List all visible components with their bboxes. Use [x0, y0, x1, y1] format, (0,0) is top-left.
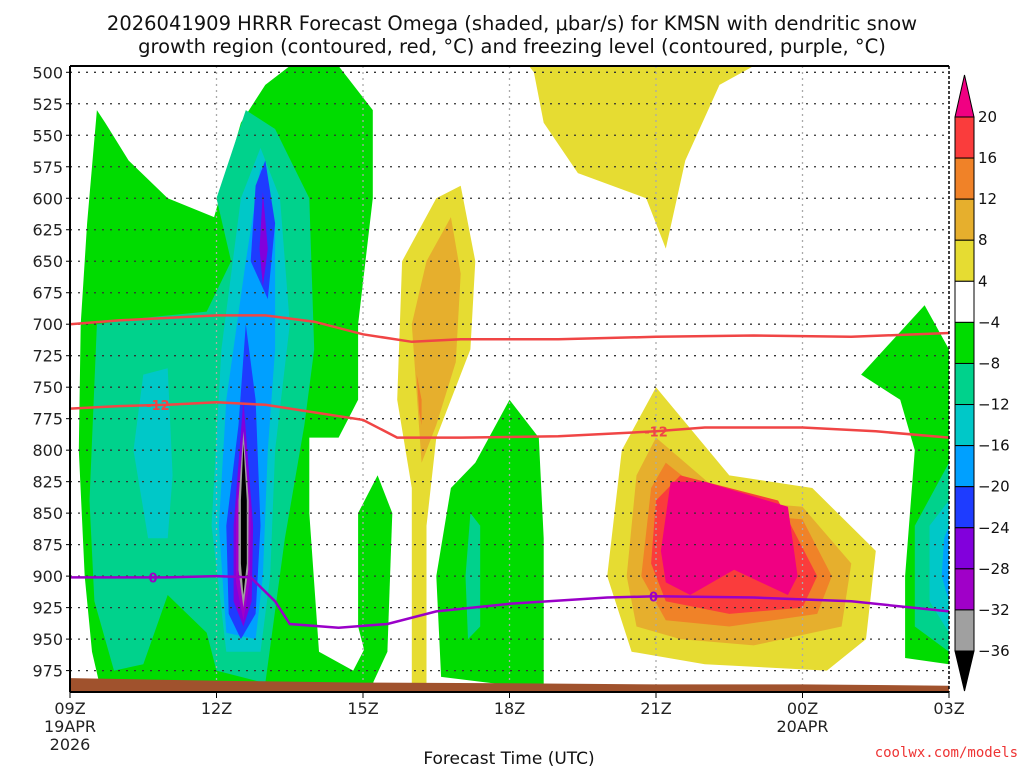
dgz-contour-line [69, 314, 950, 344]
colorbar: 20 16 12 8 4 −4 −8 −12 −16 −20 −24 −28 −32 −36 [954, 74, 1010, 692]
y-tick-label: 525 [32, 95, 63, 114]
freezing-level-label: 0 [649, 590, 658, 605]
colorbar-arrow-bottom [954, 650, 975, 692]
terrain-band [70, 678, 949, 692]
colorbar-swatch [954, 362, 975, 406]
y-tick-label: 750 [32, 378, 63, 397]
colorbar-label: 8 [978, 231, 988, 249]
colorbar-swatch [954, 157, 975, 200]
colorbar-label: −24 [978, 519, 1010, 537]
colorbar-swatch [954, 486, 975, 529]
omega-region-magenta-east [660, 481, 798, 595]
colorbar-swatch [954, 116, 975, 159]
contour-lines: -12 -12 0 0 [69, 314, 950, 630]
x-tick-label: 03Z [933, 699, 964, 718]
y-tick-label: 800 [32, 441, 63, 460]
colorbar-swatch [954, 198, 975, 241]
freezing-level-line [70, 574, 950, 630]
y-tick-label: 875 [32, 536, 63, 555]
dgz-contour-line [69, 401, 950, 439]
y-tick-label: 725 [32, 347, 63, 366]
colorbar-label: 12 [978, 190, 997, 208]
y-tick-label: 700 [32, 315, 63, 334]
x-tick-label: 00Z [787, 699, 818, 718]
y-tick-label: 825 [32, 473, 63, 492]
y-tick-label: 625 [32, 221, 63, 240]
colorbar-swatch [954, 568, 975, 611]
terrain-fill [70, 678, 949, 692]
colorbar-label: −4 [978, 313, 1000, 331]
omega-region-blue-east [941, 525, 949, 602]
colorbar-swatch [954, 609, 975, 652]
omega-region-black-core [240, 443, 247, 595]
y-tick-label: 900 [32, 567, 63, 586]
omega-region-darkorange-mid [416, 374, 422, 425]
x-tick-date: 20APR [776, 717, 828, 736]
y-tick-label: 950 [32, 630, 63, 649]
colorbar-label: −28 [978, 560, 1010, 578]
y-tick-label: 575 [32, 158, 63, 177]
omega-region-purple-upper [259, 192, 268, 287]
colorbar-swatch [954, 280, 975, 323]
colorbar-label: 20 [978, 108, 997, 126]
x-tick-date: 19APR [44, 717, 96, 736]
y-tick-label: 650 [32, 252, 63, 271]
x-tick-label: 21Z [640, 699, 671, 718]
y-tick-label: 925 [32, 599, 63, 618]
colorbar-swatch [954, 404, 975, 447]
colorbar-swatch [954, 527, 975, 570]
y-tick-label: 850 [32, 504, 63, 523]
omega-region-green-small [358, 475, 393, 684]
colorbar-swatch [954, 445, 975, 488]
omega-region-green-center [436, 399, 544, 690]
omega-region-cyan-west [133, 368, 173, 539]
y-tick-label: 550 [32, 126, 63, 145]
colorbar-label: −32 [978, 601, 1010, 619]
y-tick-label: 500 [32, 63, 63, 82]
colorbar-swatch [954, 321, 975, 364]
y-tick-label: 600 [32, 189, 63, 208]
colorbar-label: −8 [978, 354, 1000, 372]
y-tick-label: 675 [32, 284, 63, 303]
dgz-contour-label: -12 [146, 399, 170, 414]
colorbar-swatch [954, 239, 975, 282]
y-tick-label: 975 [32, 662, 63, 681]
x-tick-year: 2026 [50, 735, 91, 754]
colorbar-label: −16 [978, 437, 1010, 455]
grid-lines [70, 66, 949, 692]
omega-shaded-regions [78, 66, 949, 690]
x-tick-label: 15Z [347, 699, 378, 718]
colorbar-label: 16 [978, 149, 997, 167]
colorbar-arrow-top [954, 74, 975, 118]
colorbar-label: −20 [978, 478, 1010, 496]
x-tick-label: 12Z [201, 699, 232, 718]
omega-region-yellow-top [529, 66, 754, 249]
chart-title: 2026041909 HRRR Forecast Omega (shaded, … [107, 12, 917, 58]
freezing-level-label: 0 [148, 571, 157, 586]
x-tick-label: 09Z [54, 699, 85, 718]
colorbar-label: 4 [978, 272, 988, 290]
credit-link[interactable]: coolwx.com/models [875, 745, 1018, 761]
title-line-1: 2026041909 HRRR Forecast Omega (shaded, … [107, 12, 917, 35]
omega-region-cyan-east [929, 500, 949, 633]
colorbar-label: −12 [978, 396, 1010, 414]
x-axis-label: Forecast Time (UTC) [423, 749, 594, 768]
colorbar-label: −36 [978, 642, 1010, 660]
y-axis-ticks: 500 525 550 575 600 625 650 675 700 725 750 775 800 8… [32, 63, 70, 681]
y-tick-label: 775 [32, 410, 63, 429]
dgz-contour-label: -12 [644, 425, 668, 440]
x-tick-label: 18Z [494, 699, 525, 718]
title-line-2: growth region (contoured, red, °C) and f… [138, 35, 886, 58]
